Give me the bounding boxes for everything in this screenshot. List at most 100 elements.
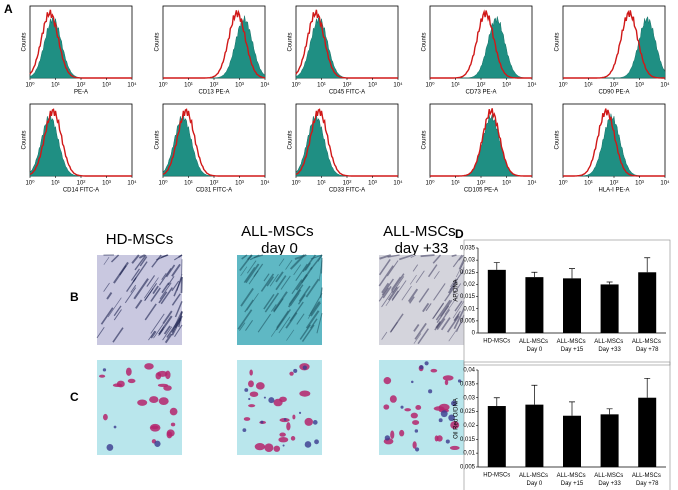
nucleus: [312, 419, 318, 425]
nucleus: [242, 428, 247, 433]
fiber: [100, 307, 114, 325]
x-tick-label: ALL-MSCs Day +33: [594, 473, 625, 487]
lipid-cluster: [169, 407, 178, 416]
x-tick-label: 10¹: [317, 83, 326, 89]
nucleus: [102, 368, 107, 372]
fiber: [458, 259, 465, 270]
bar: [600, 284, 619, 333]
lipid-cluster: [286, 422, 291, 431]
x-tick-label: 10²: [210, 83, 219, 89]
nucleus: [440, 410, 448, 418]
nucleus: [283, 418, 287, 421]
x-tick-label: 10⁰: [425, 82, 435, 89]
fiber: [153, 324, 164, 339]
fiber: [146, 275, 156, 287]
fiber: [240, 266, 248, 277]
y-tick-label: 0,015: [460, 294, 476, 300]
fiber: [391, 290, 399, 301]
lipid-cluster: [292, 414, 296, 420]
fiber: [243, 266, 256, 283]
fiber: [452, 254, 463, 268]
x-axis-label: CD31 FITC-A: [196, 188, 232, 194]
fiber: [432, 254, 442, 264]
fiber: [425, 303, 432, 312]
fiber: [452, 300, 465, 319]
lipid-cluster: [389, 395, 397, 403]
plot-frame: [463, 239, 671, 366]
x-tick-label: 10²: [77, 83, 86, 89]
x-tick-label: 10¹: [451, 83, 460, 89]
fiber: [246, 260, 257, 274]
nucleus: [384, 435, 391, 441]
nucleus: [414, 447, 420, 452]
fiber: [160, 287, 173, 305]
fiber: [134, 254, 147, 271]
fiber: [174, 301, 183, 318]
x-axis-label: CD13 PE-A: [198, 90, 229, 96]
nucleus: [106, 444, 114, 451]
outline-histogram: [430, 108, 532, 177]
fiber: [454, 300, 463, 312]
fiber: [160, 254, 169, 258]
fiber: [401, 285, 412, 301]
error-bar: [606, 408, 613, 415]
fiber: [305, 310, 320, 329]
nucleus: [268, 397, 275, 404]
fiber: [420, 254, 435, 258]
y-axis-label: AP/DNA: [454, 279, 460, 301]
nucleus: [428, 389, 433, 394]
lipid-cluster: [99, 374, 106, 378]
y-tick-label: 0,02: [463, 423, 475, 429]
y-axis-label: Counts: [555, 32, 561, 51]
fiber: [289, 254, 305, 270]
lipid-cluster: [289, 371, 294, 376]
bar: [525, 404, 544, 467]
x-tick-label: 10³: [502, 181, 511, 187]
y-axis-label: Counts: [155, 130, 161, 149]
lipid-cluster: [249, 369, 253, 376]
x-tick-label: 10¹: [184, 181, 193, 187]
fiber: [260, 273, 275, 292]
fiber: [278, 316, 291, 334]
fiber: [239, 322, 246, 331]
fiber: [269, 273, 279, 287]
lipid-cluster: [442, 375, 454, 381]
error-bar: [644, 257, 651, 273]
lipid-cluster: [157, 370, 168, 377]
nucleus: [411, 380, 414, 384]
y-tick-label: 0,02: [463, 282, 475, 288]
lipid-cluster: [279, 432, 286, 437]
nucleus: [298, 411, 302, 414]
fiber: [263, 293, 275, 310]
fiber: [276, 310, 289, 329]
fiber: [161, 272, 167, 281]
fiber: [422, 302, 430, 313]
lipid-cluster: [248, 380, 254, 388]
nucleus: [263, 396, 266, 399]
fiber: [158, 291, 168, 304]
outline-histogram: [29, 108, 132, 177]
fiber: [286, 329, 295, 341]
x-tick-label: 10³: [235, 83, 244, 89]
fiber: [280, 275, 291, 290]
fiber: [130, 284, 137, 293]
error-bar: [493, 262, 500, 270]
x-tick-label: 10⁰: [158, 180, 168, 187]
x-tick-label: 10³: [235, 181, 244, 187]
nucleus: [293, 368, 298, 373]
lipid-cluster: [299, 390, 311, 397]
fiber: [409, 274, 417, 285]
outline-histogram: [563, 10, 665, 79]
x-tick-label: 10²: [477, 83, 486, 89]
x-tick-label: 10⁴: [660, 82, 670, 89]
fiber: [418, 288, 430, 303]
x-axis-label: PE-A: [74, 90, 88, 96]
y-tick-label: 0,025: [460, 270, 476, 276]
x-tick-label: 10²: [610, 181, 619, 187]
fiber: [453, 308, 465, 330]
lipid-cluster: [144, 363, 154, 370]
fiber: [444, 294, 459, 315]
fiber: [302, 254, 317, 273]
lipid-cluster: [450, 421, 460, 430]
fiber: [96, 327, 105, 339]
